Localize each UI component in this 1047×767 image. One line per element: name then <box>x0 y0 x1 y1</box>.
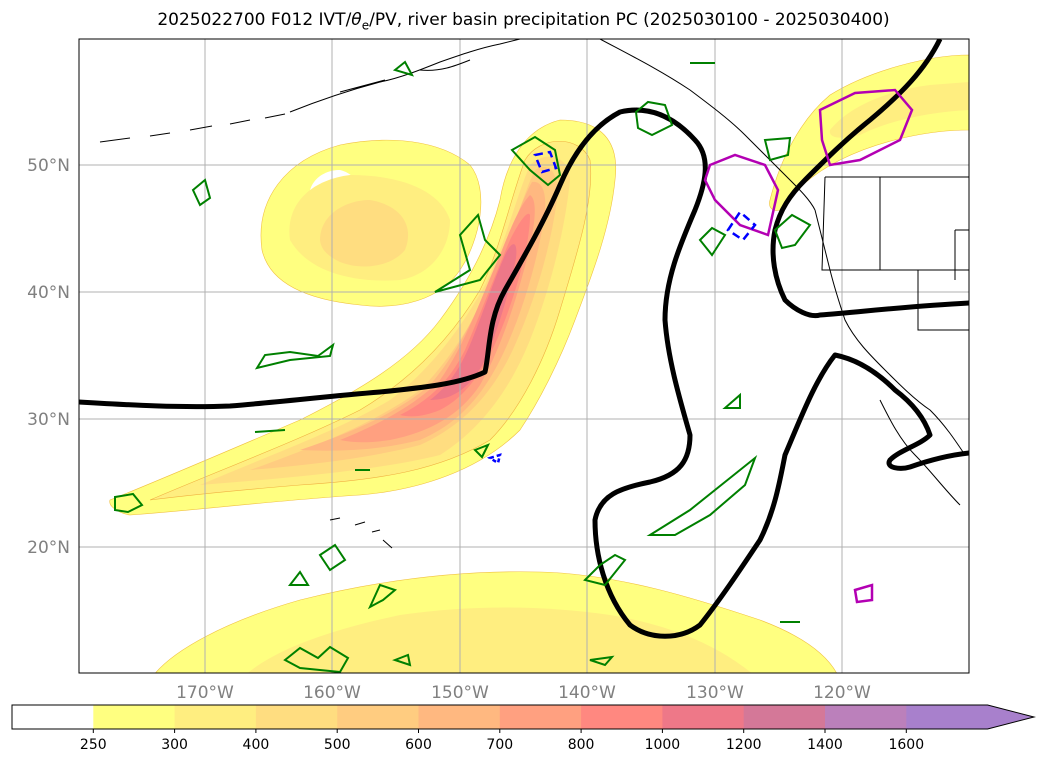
colorbar: 250 300 400 500 600 700 800 1000 1200 1400 1600 <box>11 704 1036 753</box>
theta-e-n18 <box>589 655 615 667</box>
theta-e-n12 <box>318 543 347 572</box>
pv-line-west <box>79 107 969 639</box>
basin-pos-1 <box>703 153 780 237</box>
ivt-level-500 <box>250 166 558 471</box>
basin-pos-3 <box>853 583 874 604</box>
colorbar-tick-label: 300 <box>161 737 188 753</box>
lon-label-140w: 140°W <box>558 683 616 703</box>
theta-e-contours <box>114 60 812 673</box>
coastlines <box>99 39 969 549</box>
colorbar-tick-label: 1000 <box>645 737 681 753</box>
colorbar-tick-label: 800 <box>568 737 595 753</box>
basin-neg-1 <box>533 150 558 174</box>
lon-labels: 170°W 160°W 150°W 140°W 130°W 120°W <box>176 683 871 703</box>
hawaii-islands <box>329 517 393 549</box>
colorbar-tick-label: 1200 <box>726 737 762 753</box>
lat-label-20n: 20°N <box>27 538 70 558</box>
colorbar-swatch <box>93 705 176 729</box>
colorbar-tick-label: 400 <box>243 737 270 753</box>
basin-neg-2 <box>726 210 757 242</box>
theta-e-n19 <box>254 429 286 433</box>
ivt-level-400-nw <box>320 200 409 267</box>
theta-e-n7 <box>773 213 812 250</box>
basin-neg-3 <box>486 453 502 465</box>
colorbar-swatch <box>337 705 419 729</box>
colorbar-extend-arrow <box>987 705 1034 729</box>
theta-e-n1 <box>510 135 562 187</box>
colorbar-swatch <box>906 705 989 729</box>
title-prefix: 2025022700 F012 IVT/ <box>157 10 352 30</box>
colorbar-swatch <box>581 705 663 729</box>
theta-e-n17 <box>392 653 412 667</box>
lat-label-40n: 40°N <box>27 283 70 303</box>
ivt-level-1000 <box>430 244 517 400</box>
theta-e-n5 <box>191 178 212 207</box>
colorbar-swatch <box>12 705 94 729</box>
theta-e-n22 <box>392 60 415 77</box>
ivt-shading <box>109 54 969 673</box>
colorbar-tick-label: 500 <box>324 737 351 753</box>
baja-coast <box>879 399 961 506</box>
lon-label-170w: 170°W <box>176 683 234 703</box>
colorbar-outline <box>11 704 1036 730</box>
colorbar-swatch <box>825 705 907 729</box>
colorbar-tick-label: 700 <box>486 737 513 753</box>
theta-e-n9 <box>646 454 758 536</box>
lat-labels: 50°N 40°N 30°N 20°N <box>27 156 70 558</box>
map-frame <box>78 38 970 674</box>
colorbar-tick-label: 250 <box>80 737 107 753</box>
map-content <box>79 39 969 673</box>
colorbar-tick-label: 600 <box>405 737 432 753</box>
theta-e-n11 <box>114 492 144 514</box>
theta-e-n2 <box>434 212 502 293</box>
lon-label-160w: 160°W <box>303 683 361 703</box>
theta-e-n13 <box>287 570 310 586</box>
us-west-coast <box>814 209 966 456</box>
colorbar-swatch <box>499 705 582 729</box>
ivt-level-300-south <box>247 607 752 673</box>
colorbar-swatch <box>174 705 257 729</box>
aleutian-islands <box>99 113 286 143</box>
lat-label-50n: 50°N <box>27 156 70 176</box>
alaska-coast <box>289 39 521 113</box>
colorbar-swatch <box>418 705 501 729</box>
lon-label-130w: 130°W <box>686 683 744 703</box>
title-theta-sub: e <box>361 18 370 33</box>
theta-e-n21 <box>473 443 491 459</box>
colorbar-swatch <box>743 705 826 729</box>
theta-e-n3 <box>634 100 674 137</box>
lon-label-150w: 150°W <box>431 683 489 703</box>
lon-label-120w: 120°W <box>813 683 871 703</box>
ivt-level-600 <box>300 181 546 451</box>
lat-label-30n: 30°N <box>27 410 70 430</box>
title-suffix: /PV, river basin precipitation PC (20250… <box>369 10 890 30</box>
theta-e-n4 <box>763 136 792 162</box>
state-borders <box>821 176 969 331</box>
theta-e-n16 <box>283 645 350 673</box>
title-theta: θ <box>351 10 362 30</box>
basin-pos-2 <box>818 88 914 167</box>
colorbar-swatch <box>662 705 745 729</box>
colorbar-swatch <box>255 705 338 729</box>
chart-title: 2025022700 F012 IVT/θe/PV, river basin p… <box>0 10 1047 32</box>
theta-e-n10 <box>722 392 741 409</box>
theta-e-n15 <box>583 553 627 587</box>
colorbar-tick-label: 1600 <box>888 737 924 753</box>
theta-e-n8 <box>254 342 335 370</box>
theta-e-n6 <box>698 226 727 257</box>
basin-pc-contours <box>486 88 914 604</box>
colorbar-tick-label: 1400 <box>807 737 843 753</box>
theta-e-n14 <box>367 583 398 610</box>
